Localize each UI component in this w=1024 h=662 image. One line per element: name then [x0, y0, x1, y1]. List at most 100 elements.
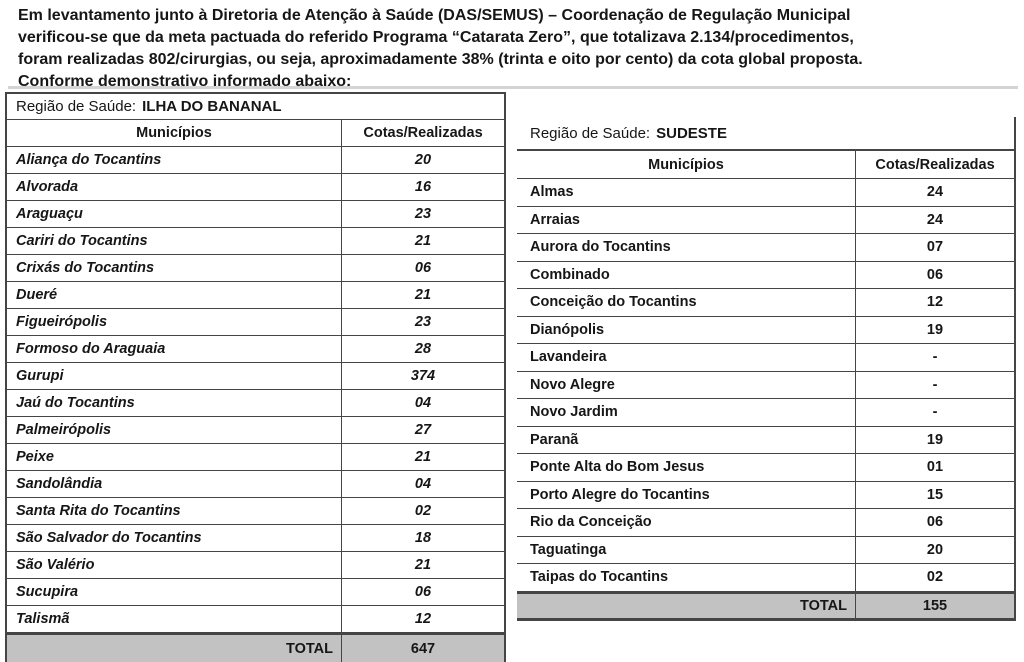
value-cell: 24 [855, 206, 1014, 233]
value-cell: 01 [855, 454, 1014, 481]
value-cell: 07 [855, 234, 1014, 261]
total-value: 155 [855, 593, 1014, 618]
table-row: Dueré 21 [7, 282, 504, 309]
total-label: TOTAL [286, 640, 333, 657]
value-cell: 02 [855, 564, 1014, 591]
municipality-cell: Figueirópolis [16, 314, 108, 330]
municipality-cell: Dianópolis [530, 321, 605, 338]
value-cell: 21 [341, 282, 504, 308]
municipality-cell: Araguaçu [16, 206, 83, 222]
table-row: Peixe 21 [7, 444, 504, 471]
paragraph-line: verificou-se que da meta pactuada do ref… [18, 29, 854, 46]
value-cell: 06 [341, 579, 504, 605]
municipality-cell: Dueré [16, 287, 58, 303]
table-row: Araguaçu 23 [7, 201, 504, 228]
table-row: Combinado 06 [517, 261, 1014, 289]
municipality-cell: Novo Alegre [530, 376, 615, 393]
table-row: Gurupi 374 [7, 363, 504, 390]
table-row: São Salvador do Tocantins 18 [7, 525, 504, 552]
municipality-cell: Sandolândia [16, 476, 103, 492]
table-ilha-do-bananal: Região de Saúde: ILHA DO BANANAL Municíp… [5, 92, 506, 662]
municipality-cell: Taipas do Tocantins [530, 569, 669, 586]
value-cell: 21 [341, 228, 504, 254]
column-header-row: Municípios Cotas/Realizadas [517, 151, 1014, 179]
municipality-cell: Conceição do Tocantins [530, 294, 697, 311]
municipality-cell: Aliança do Tocantins [16, 152, 162, 168]
table-row: Sucupira 06 [7, 579, 504, 606]
column-header-row: Municípios Cotas/Realizadas [7, 120, 504, 147]
value-cell: 374 [341, 363, 504, 389]
municipality-cell: Palmeirópolis [16, 422, 112, 438]
table-row: Taipas do Tocantins 02 [517, 564, 1014, 592]
municipality-cell: Gurupi [16, 368, 64, 384]
value-cell: 20 [341, 147, 504, 173]
municipality-cell: Alvorada [16, 179, 79, 195]
municipality-cell: Novo Jardim [530, 404, 618, 421]
region-header: Região de Saúde: SUDESTE [517, 117, 1014, 151]
municipality-cell: Almas [530, 184, 574, 201]
value-cell: 06 [341, 255, 504, 281]
total-value: 647 [341, 635, 504, 662]
municipality-cell: Santa Rita do Tocantins [16, 503, 181, 519]
table-row: Alvorada 16 [7, 174, 504, 201]
value-cell: - [855, 344, 1014, 371]
municipality-cell: Arraias [530, 211, 580, 228]
paragraph-line: Em levantamento junto à Diretoria de Ate… [18, 7, 851, 24]
municipality-cell: Combinado [530, 266, 610, 283]
value-cell: 19 [855, 426, 1014, 453]
table-row: Crixás do Tocantins 06 [7, 255, 504, 282]
table-row: Jaú do Tocantins 04 [7, 390, 504, 417]
table-row: Santa Rita do Tocantins 02 [7, 498, 504, 525]
value-cell: 20 [855, 536, 1014, 563]
municipality-cell: Sucupira [16, 584, 79, 600]
value-cell: 21 [341, 444, 504, 470]
municipality-cell: Cariri do Tocantins [16, 233, 148, 249]
table-row: Porto Alegre do Tocantins 15 [517, 481, 1014, 509]
value-cell: 12 [855, 289, 1014, 316]
region-header: Região de Saúde: ILHA DO BANANAL [7, 94, 504, 120]
value-cell: 21 [341, 552, 504, 578]
table-row: Ponte Alta do Bom Jesus 01 [517, 454, 1014, 482]
paragraph-line: foram realizadas 802/cirurgias, ou seja,… [18, 51, 863, 68]
column-header-cotas: Cotas/Realizadas [855, 151, 1014, 178]
value-cell: 06 [855, 509, 1014, 536]
value-cell: 02 [341, 498, 504, 524]
region-label: Região de Saúde: [530, 124, 651, 142]
value-cell: 12 [341, 606, 504, 632]
value-cell: 23 [341, 309, 504, 335]
value-cell: 23 [341, 201, 504, 227]
value-cell: - [855, 399, 1014, 426]
table-row: Paranã 19 [517, 426, 1014, 454]
value-cell: 16 [341, 174, 504, 200]
municipality-cell: São Valério [16, 557, 95, 573]
table-row: Aurora do Tocantins 07 [517, 234, 1014, 262]
value-cell: 04 [341, 390, 504, 416]
table-row: Almas 24 [517, 179, 1014, 207]
table-row: Aliança do Tocantins 20 [7, 147, 504, 174]
municipality-cell: Peixe [16, 449, 54, 465]
table-body: Almas 24 Arraias 24 Aurora do Tocantins … [517, 179, 1014, 592]
table-row: Talismã 12 [7, 606, 504, 633]
municipality-cell: Formoso do Araguaia [16, 341, 166, 357]
table-row: Novo Jardim - [517, 399, 1014, 427]
municipality-cell: São Salvador do Tocantins [16, 530, 202, 546]
table-row: Cariri do Tocantins 21 [7, 228, 504, 255]
value-cell: 27 [341, 417, 504, 443]
table-row: Novo Alegre - [517, 371, 1014, 399]
table-row: São Valério 21 [7, 552, 504, 579]
table-row: Formoso do Araguaia 28 [7, 336, 504, 363]
column-header-municipios: Municípios [136, 125, 212, 141]
total-row: TOTAL 155 [517, 591, 1014, 618]
scan-divider-line [8, 86, 1018, 89]
value-cell: 15 [855, 481, 1014, 508]
column-header-municipios: Municípios [648, 156, 724, 173]
table-body: Aliança do Tocantins 20 Alvorada 16 Arag… [7, 147, 504, 633]
table-row: Dianópolis 19 [517, 316, 1014, 344]
table-sudeste: Região de Saúde: SUDESTE Municípios Cota… [517, 117, 1016, 621]
region-label: Região de Saúde: [16, 98, 137, 115]
municipality-cell: Taguatinga [530, 541, 607, 558]
region-name: ILHA DO BANANAL [142, 98, 282, 115]
table-row: Arraias 24 [517, 206, 1014, 234]
municipality-cell: Lavandeira [530, 349, 607, 366]
